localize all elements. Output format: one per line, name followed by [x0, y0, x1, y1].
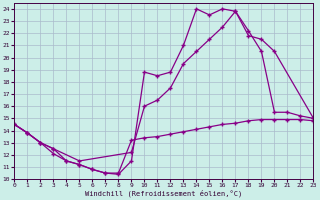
- X-axis label: Windchill (Refroidissement éolien,°C): Windchill (Refroidissement éolien,°C): [85, 190, 243, 197]
